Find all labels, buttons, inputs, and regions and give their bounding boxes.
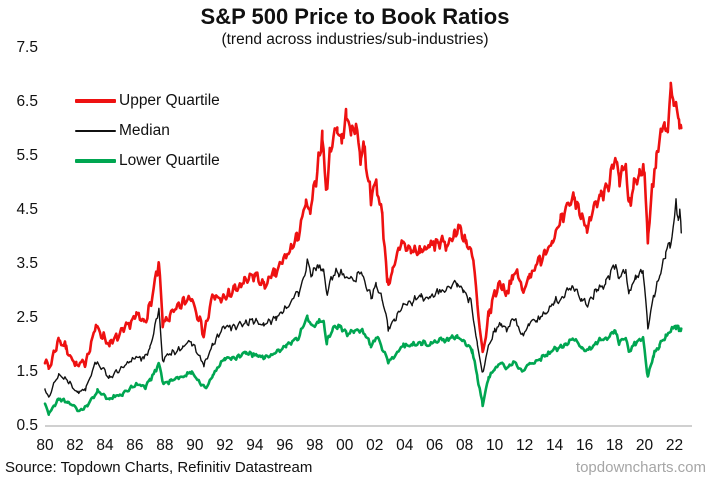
- x-tick-label: 82: [66, 437, 84, 454]
- legend-swatch-lower-quartile: [75, 159, 116, 163]
- x-tick-label: 90: [186, 437, 204, 454]
- legend-item: Median: [75, 116, 220, 146]
- x-tick-label: 18: [605, 437, 624, 454]
- legend: Upper Quartile Median Lower Quartile: [75, 86, 220, 176]
- legend-item: Lower Quartile: [75, 146, 220, 176]
- lower-quartile-line: [43, 314, 683, 416]
- x-tick-label: 22: [665, 437, 684, 454]
- x-tick-label: 14: [545, 437, 564, 454]
- x-tick-label: 92: [216, 437, 234, 454]
- page-title: S&P 500 Price to Book Ratios: [200, 4, 510, 29]
- y-tick-label: 1.5: [16, 362, 38, 380]
- x-tick-label: 96: [276, 437, 294, 454]
- source-text: Source: Topdown Charts, Refinitiv Datast…: [5, 459, 313, 476]
- x-tick-label: 08: [456, 437, 474, 454]
- legend-swatch-median: [75, 130, 116, 132]
- upper-quartile-line: [43, 81, 683, 371]
- x-tick-label: 20: [635, 437, 654, 454]
- y-tick-label: 5.5: [16, 146, 38, 164]
- x-tick-label: 16: [575, 437, 594, 454]
- x-tick-label: 98: [306, 437, 324, 454]
- x-tick-label: 88: [156, 437, 174, 454]
- y-tick-label: 6.5: [16, 92, 38, 110]
- legend-item: Upper Quartile: [75, 86, 220, 116]
- y-tick-label: 4.5: [16, 200, 38, 218]
- median-line: [44, 198, 682, 398]
- legend-swatch-upper-quartile: [75, 99, 116, 103]
- x-tick-label: 10: [486, 437, 504, 454]
- x-tick-label: 00: [336, 437, 354, 454]
- x-tick-label: 02: [366, 437, 384, 454]
- watermark-text: topdowncharts.com: [575, 459, 706, 476]
- x-tick-label: 80: [36, 437, 54, 454]
- y-tick-label: 7.5: [16, 38, 38, 56]
- y-tick-label: 2.5: [16, 308, 38, 326]
- x-tick-label: 04: [396, 437, 414, 454]
- x-tick-label: 84: [96, 437, 114, 454]
- y-tick-label: 0.5: [16, 417, 38, 434]
- x-tick-label: 06: [426, 437, 444, 454]
- page-subtitle: (trend across industries/sub-industries): [221, 31, 489, 48]
- x-tick-label: 86: [126, 437, 144, 454]
- legend-label: Lower Quartile: [119, 152, 220, 169]
- y-tick-label: 3.5: [16, 254, 38, 272]
- legend-label: Upper Quartile: [119, 92, 220, 109]
- legend-label: Median: [119, 122, 170, 139]
- x-tick-label: 94: [246, 437, 264, 454]
- x-tick-label: 12: [516, 437, 534, 454]
